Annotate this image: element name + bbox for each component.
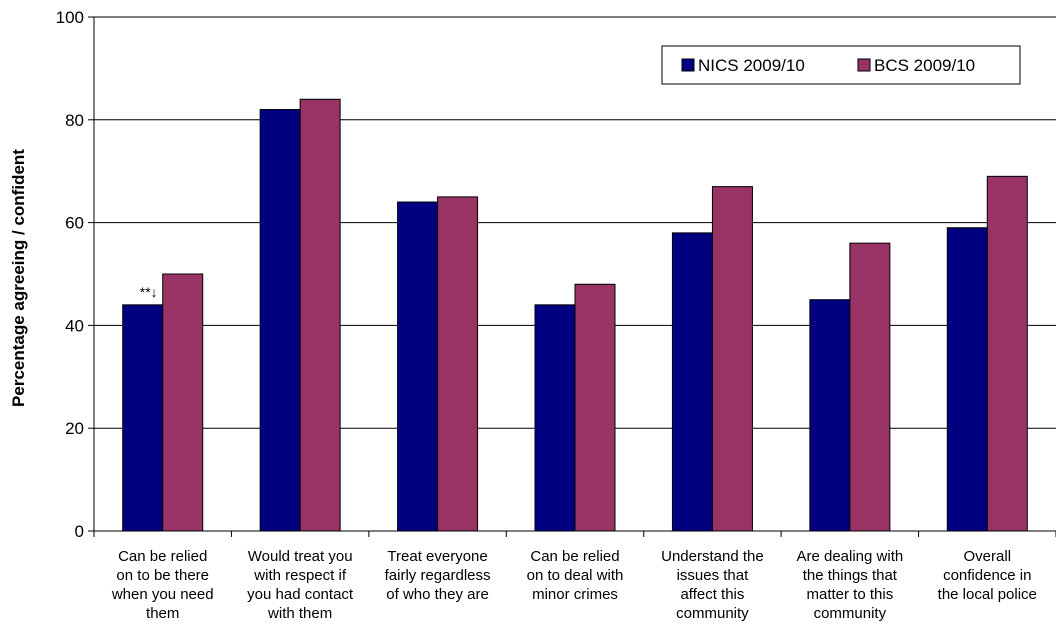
axes	[88, 16, 1056, 537]
y-tick-label: 100	[56, 8, 84, 27]
y-tick-label: 60	[65, 214, 84, 233]
x-category-label: Overall confidence in the local police	[938, 548, 1037, 603]
bar-bcs	[574, 283, 616, 532]
bar-bcs	[711, 186, 753, 532]
bar-bcs	[437, 196, 479, 532]
legend-swatch	[857, 58, 871, 72]
x-category-label: Can be relied on to be there when you need…	[111, 548, 214, 622]
y-axis-title: Percentage agreeing / confident	[9, 149, 28, 407]
bar-bcs	[849, 242, 891, 532]
x-category-label: Are dealing with the things that matter to…	[796, 548, 903, 622]
gridlines	[94, 16, 1056, 429]
bar-nics	[946, 227, 988, 532]
bar-nics	[534, 304, 576, 532]
x-category-label: Can be relied on to deal with minor crimes	[527, 548, 624, 603]
legend-swatch	[681, 58, 695, 72]
bar-nics	[671, 232, 713, 532]
bar-nics	[122, 304, 164, 532]
y-tick-label: 40	[65, 316, 84, 335]
y-tick-label: 0	[75, 522, 84, 541]
x-category-label: Treat everyone fairly regardless of who th…	[385, 548, 491, 603]
legend-label: BCS 2009/10	[874, 56, 975, 75]
y-tick-label: 80	[65, 111, 84, 130]
bar-bcs	[299, 98, 341, 532]
bar-bcs	[162, 273, 204, 532]
bar-nics	[809, 299, 851, 532]
y-tick-label: 20	[65, 419, 84, 438]
bars	[122, 98, 1028, 532]
x-category-label: Understand the issues that affect this comm…	[661, 548, 764, 622]
bar-nics	[259, 109, 301, 532]
bar-bcs	[986, 175, 1028, 532]
annotations: **↓	[140, 284, 158, 300]
legend-label: NICS 2009/10	[698, 56, 805, 75]
significance-annotation: **↓	[140, 284, 158, 300]
bar-nics	[397, 201, 439, 532]
legend: NICS 2009/10 BCS 2009/10	[661, 45, 1021, 85]
x-category-label: Would treat you with respect if you had co…	[247, 548, 354, 622]
axis-labels: 0 20 40 60 80 100 Can be relied on to be there w…	[56, 8, 1037, 622]
legend-box	[661, 45, 1021, 85]
